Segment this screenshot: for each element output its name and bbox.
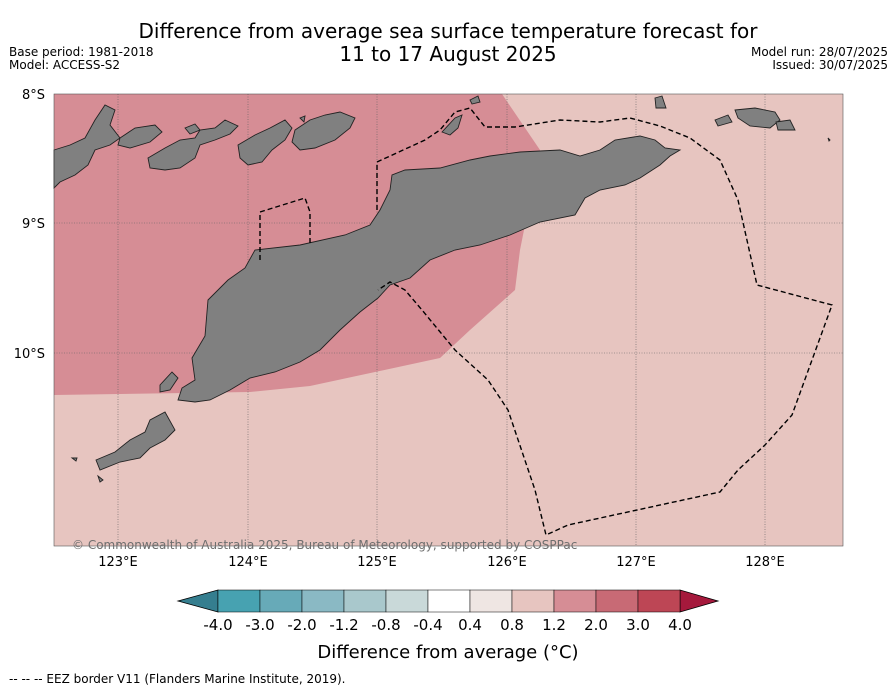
north-islet-2: [469, 95, 481, 105]
wetar-island: [237, 119, 293, 166]
colorbar-tick-label: -3.0: [245, 616, 274, 634]
colorbar-segment: [259, 589, 303, 613]
land-masses: [53, 95, 831, 483]
colorbar-tick-label: -2.0: [287, 616, 316, 634]
colorbar-tick-label: 0.8: [500, 616, 524, 634]
romang-island: [654, 95, 667, 109]
colorbar-segment: [385, 589, 429, 613]
colorbar-segment: [469, 589, 513, 613]
lon-label-123e: 123°E: [98, 555, 138, 570]
colorbar-segment: [343, 589, 387, 613]
colorbar-tick-label: 1.2: [542, 616, 566, 634]
base-period: Base period: 1981-2018: [9, 45, 154, 59]
lat-label-8s: 8°S: [22, 88, 45, 103]
colorbar-segment: [637, 589, 681, 613]
copyright-text: © Commonwealth of Australia 2025, Bureau…: [72, 538, 577, 552]
colorbar-tick-label: -0.4: [413, 616, 442, 634]
far-east-islet: [827, 137, 831, 142]
ndao-islet: [97, 474, 104, 483]
meta-right: Model run: 28/07/2025 Issued: 30/07/2025: [751, 46, 888, 72]
colorbar-under-arrow: [176, 589, 219, 613]
colorbar-tick-label: -4.0: [203, 616, 232, 634]
colorbar-tick-label: 4.0: [668, 616, 692, 634]
atauro-island: [291, 111, 356, 151]
pantar-island: [117, 124, 163, 149]
islet-a: [184, 123, 201, 135]
colorbar-tick-label: 2.0: [584, 616, 608, 634]
colorbar-segment: [553, 589, 597, 613]
lon-label-125e: 125°E: [357, 555, 397, 570]
lon-label-127e: 127°E: [616, 555, 656, 570]
eez-border: [259, 107, 833, 536]
lon-label-128e: 128°E: [745, 555, 785, 570]
issued-date: Issued: 30/07/2025: [772, 58, 888, 72]
meta-left: Base period: 1981-2018 Model: ACCESS-S2: [9, 46, 154, 72]
lat-label-9s: 9°S: [22, 217, 45, 232]
north-islet-1: [441, 114, 463, 136]
roti-island: [95, 411, 176, 471]
eez-footnote: -- -- -- EEZ border V11 (Flanders Marine…: [9, 672, 346, 686]
model-name: Model: ACCESS-S2: [9, 58, 121, 72]
islet-b: [299, 115, 306, 123]
damar-islet: [714, 114, 733, 127]
babar-island-2: [775, 119, 796, 131]
colorbar-segment: [427, 589, 471, 613]
title-line-1: Difference from average sea surface temp…: [138, 19, 758, 43]
colorbar-over-arrow: [679, 589, 720, 613]
title-line-2: 11 to 17 August 2025: [339, 42, 557, 66]
semau-islet: [159, 371, 179, 393]
model-run: Model run: 28/07/2025: [750, 45, 888, 59]
colorbar-tick-label: 0.4: [458, 616, 482, 634]
sw-islet: [70, 457, 78, 462]
colorbar-tick-label: 3.0: [626, 616, 650, 634]
lat-label-10s: 10°S: [14, 347, 45, 362]
babar-island-1: [734, 107, 781, 129]
timor-island: [177, 135, 682, 403]
map-title: Difference from average sea surface temp…: [0, 20, 896, 66]
colorbar-segment: [301, 589, 345, 613]
wetar-west: [147, 119, 239, 171]
lon-label-126e: 126°E: [487, 555, 527, 570]
map-frame: [53, 93, 844, 547]
colorbar-tick-label: -0.8: [371, 616, 400, 634]
lon-label-124e: 124°E: [228, 555, 268, 570]
colorbar-segment: [595, 589, 639, 613]
colorbar-title: Difference from average (°C): [317, 642, 579, 663]
colorbar-tick-label: -1.2: [329, 616, 358, 634]
colorbar: -4.0 -3.0 -2.0 -1.2 -0.8 -0.4 0.4 0.8 1.2 2.0 3.0 4…: [176, 589, 720, 634]
colorbar-segment: [511, 589, 555, 613]
colorbar-segment: [217, 589, 261, 613]
